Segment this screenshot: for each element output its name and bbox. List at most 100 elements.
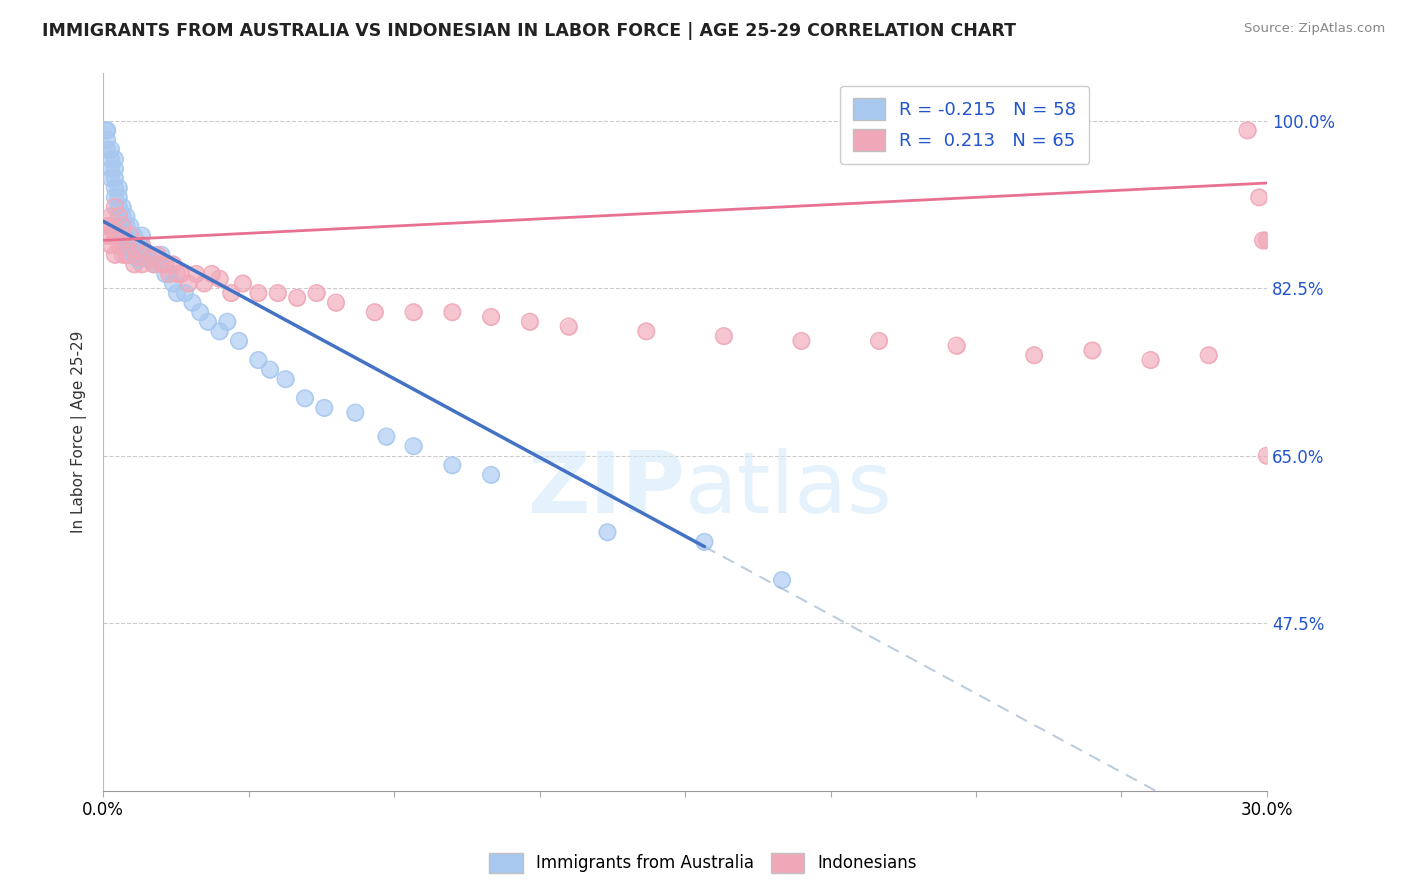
- Point: [100, 219, 122, 233]
- Point: [111, 210, 134, 224]
- Point: [104, 228, 127, 243]
- Point: [150, 248, 173, 262]
- Text: IMMIGRANTS FROM AUSTRALIA VS INDONESIAN IN LABOR FORCE | AGE 25-29 CORRELATION C: IMMIGRANTS FROM AUSTRALIA VS INDONESIAN …: [42, 22, 1017, 40]
- Point: [111, 219, 134, 233]
- Point: [107, 190, 129, 204]
- Point: [693, 534, 716, 549]
- Point: [1198, 348, 1220, 362]
- Point: [157, 267, 180, 281]
- Point: [107, 200, 129, 214]
- Point: [201, 267, 224, 281]
- Point: [166, 286, 188, 301]
- Point: [232, 277, 254, 291]
- Point: [104, 190, 127, 204]
- Point: [217, 315, 239, 329]
- Point: [868, 334, 890, 348]
- Point: [96, 123, 118, 137]
- Point: [157, 267, 180, 281]
- Point: [115, 238, 138, 252]
- Point: [122, 248, 145, 262]
- Point: [104, 219, 127, 233]
- Point: [150, 248, 173, 262]
- Point: [139, 252, 162, 267]
- Point: [177, 277, 200, 291]
- Point: [208, 271, 231, 285]
- Point: [107, 219, 129, 233]
- Point: [96, 143, 118, 157]
- Point: [120, 228, 142, 243]
- Point: [104, 161, 127, 176]
- Point: [150, 257, 173, 271]
- Point: [107, 210, 129, 224]
- Point: [1198, 348, 1220, 362]
- Point: [107, 181, 129, 195]
- Point: [693, 534, 716, 549]
- Point: [115, 210, 138, 224]
- Point: [104, 181, 127, 195]
- Point: [208, 324, 231, 338]
- Point: [441, 305, 464, 319]
- Legend: Immigrants from Australia, Indonesians: Immigrants from Australia, Indonesians: [482, 847, 924, 880]
- Point: [1024, 348, 1046, 362]
- Point: [115, 219, 138, 233]
- Point: [96, 123, 118, 137]
- Point: [1236, 123, 1258, 137]
- Point: [100, 152, 122, 166]
- Point: [135, 248, 157, 262]
- Point: [173, 286, 195, 301]
- Point: [790, 334, 813, 348]
- Point: [177, 277, 200, 291]
- Point: [1081, 343, 1104, 358]
- Point: [219, 286, 242, 301]
- Point: [120, 248, 142, 262]
- Point: [441, 458, 464, 473]
- Point: [96, 228, 118, 243]
- Point: [131, 248, 153, 262]
- Point: [314, 401, 336, 415]
- Point: [122, 257, 145, 271]
- Point: [100, 143, 122, 157]
- Point: [139, 252, 162, 267]
- Point: [267, 286, 290, 301]
- Point: [181, 295, 204, 310]
- Point: [1139, 353, 1161, 368]
- Point: [120, 228, 142, 243]
- Point: [636, 324, 658, 338]
- Point: [208, 324, 231, 338]
- Point: [104, 248, 127, 262]
- Point: [146, 248, 169, 262]
- Point: [104, 171, 127, 186]
- Point: [1256, 449, 1278, 463]
- Point: [104, 161, 127, 176]
- Point: [122, 238, 145, 252]
- Point: [104, 152, 127, 166]
- Text: ZIP: ZIP: [527, 448, 685, 531]
- Point: [1139, 353, 1161, 368]
- Point: [770, 573, 793, 587]
- Point: [155, 257, 177, 271]
- Point: [274, 372, 297, 386]
- Point: [111, 210, 134, 224]
- Point: [142, 257, 165, 271]
- Point: [120, 219, 142, 233]
- Point: [104, 190, 127, 204]
- Point: [713, 329, 735, 343]
- Point: [127, 238, 149, 252]
- Point: [107, 210, 129, 224]
- Point: [115, 238, 138, 252]
- Point: [96, 133, 118, 147]
- Point: [96, 123, 118, 137]
- Point: [519, 315, 541, 329]
- Point: [104, 219, 127, 233]
- Point: [188, 305, 211, 319]
- Point: [197, 315, 219, 329]
- Point: [100, 171, 122, 186]
- Point: [127, 238, 149, 252]
- Text: Source: ZipAtlas.com: Source: ZipAtlas.com: [1244, 22, 1385, 36]
- Point: [636, 324, 658, 338]
- Point: [305, 286, 328, 301]
- Point: [155, 257, 177, 271]
- Point: [162, 257, 184, 271]
- Point: [285, 291, 308, 305]
- Point: [115, 219, 138, 233]
